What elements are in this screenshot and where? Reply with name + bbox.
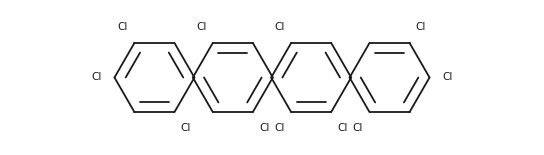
Text: Cl: Cl — [442, 73, 453, 82]
Text: Cl: Cl — [91, 73, 102, 82]
Text: Cl: Cl — [337, 123, 348, 133]
Text: Cl: Cl — [275, 123, 285, 133]
Text: Cl: Cl — [196, 22, 207, 32]
Text: Cl: Cl — [353, 123, 363, 133]
Text: Cl: Cl — [275, 22, 285, 32]
Text: Cl: Cl — [181, 123, 191, 133]
Text: Cl: Cl — [416, 22, 426, 32]
Text: Cl: Cl — [118, 22, 128, 32]
Text: Cl: Cl — [259, 123, 269, 133]
